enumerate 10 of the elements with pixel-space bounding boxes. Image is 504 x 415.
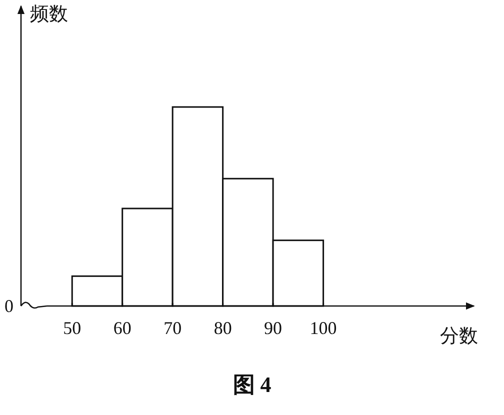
x-axis-title: 分数: [440, 326, 478, 347]
x-tick-label: 100: [310, 318, 337, 338]
y-axis-title: 频数: [30, 4, 68, 25]
caption: 图 4: [232, 372, 272, 397]
text: 0: [4, 296, 14, 316]
x-tick-label: 80: [214, 318, 232, 338]
x-tick-label: 90: [264, 318, 282, 338]
x-tick-label: 70: [164, 318, 182, 338]
x-tick-label: 60: [113, 318, 132, 338]
x-tick-label: 50: [63, 318, 82, 338]
